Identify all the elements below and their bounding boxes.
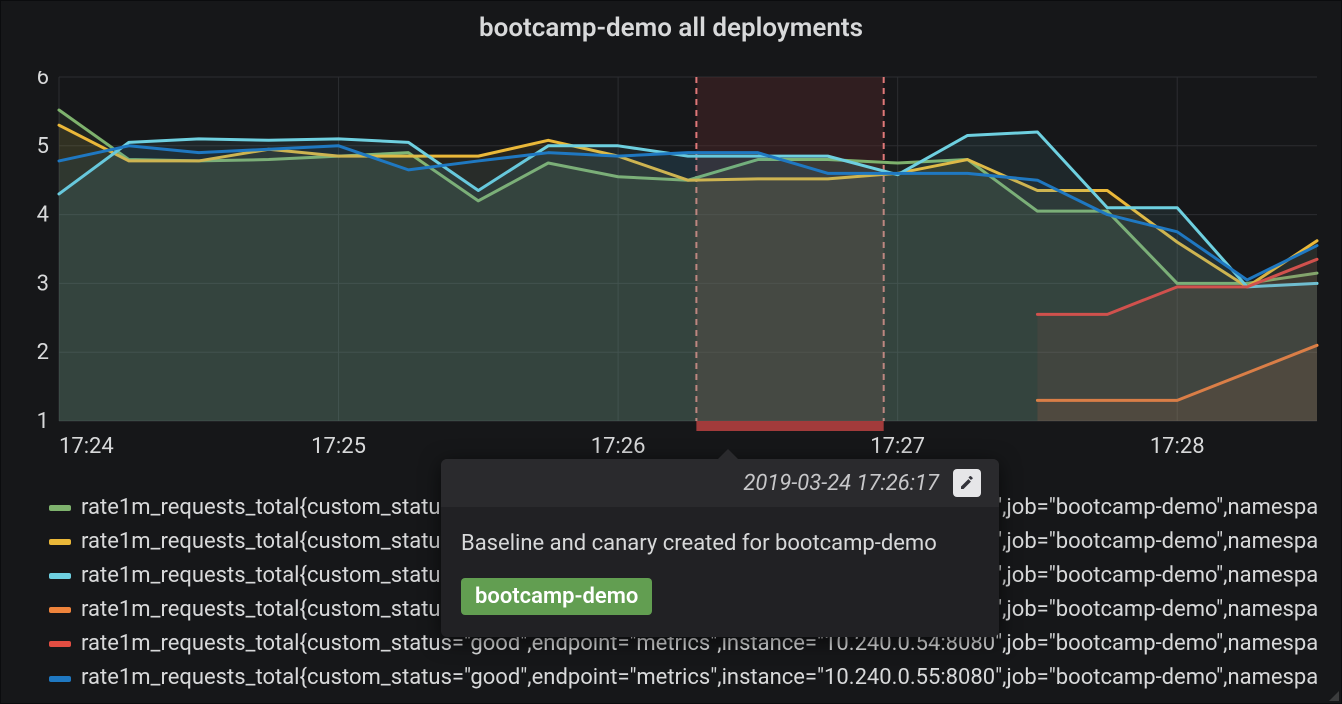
legend-label: rate1m_requests_total{custom_status="goo…	[81, 661, 1318, 695]
legend-swatch	[49, 676, 71, 682]
svg-text:1: 1	[37, 409, 49, 434]
legend-swatch	[49, 607, 71, 613]
legend-item[interactable]: rate1m_requests_total{custom_status="goo…	[49, 661, 1329, 695]
svg-text:6: 6	[37, 71, 49, 90]
svg-text:17:27: 17:27	[870, 434, 925, 459]
svg-text:4: 4	[37, 203, 49, 228]
legend-swatch	[49, 539, 71, 545]
chart-area[interactable]: 1 2 3 4 5 6 17:24 17:25 17:26 17:27 17:28	[23, 71, 1323, 471]
tooltip-body: Baseline and canary created for bootcamp…	[441, 507, 999, 637]
legend-swatch	[49, 505, 71, 511]
legend-swatch	[49, 573, 71, 579]
panel-title: bootcamp-demo all deployments	[1, 13, 1341, 43]
svg-text:17:25: 17:25	[311, 434, 366, 459]
tooltip-header: 2019-03-24 17:26:17	[441, 459, 999, 507]
chart-panel: bootcamp-demo all deployments 1 2 3 4 5 6 17:2…	[0, 0, 1342, 704]
chart-svg: 1 2 3 4 5 6 17:24 17:25 17:26 17:27 17:28	[23, 71, 1323, 471]
annotation-tooltip: 2019-03-24 17:26:17 Baseline and canary …	[441, 459, 999, 637]
resize-handle-icon[interactable]	[1329, 691, 1339, 701]
pencil-icon	[959, 475, 975, 491]
tooltip-timestamp: 2019-03-24 17:26:17	[743, 471, 939, 496]
svg-text:2: 2	[37, 340, 49, 365]
tooltip-tag[interactable]: bootcamp-demo	[461, 578, 652, 615]
edit-annotation-button[interactable]	[953, 469, 981, 497]
svg-text:5: 5	[37, 134, 49, 159]
tooltip-arrow	[716, 449, 740, 461]
svg-text:3: 3	[37, 271, 49, 296]
svg-text:17:26: 17:26	[591, 434, 646, 459]
svg-text:17:24: 17:24	[59, 434, 114, 459]
legend-swatch	[49, 641, 71, 647]
svg-text:17:28: 17:28	[1150, 434, 1205, 459]
tooltip-message: Baseline and canary created for bootcamp…	[461, 527, 979, 560]
